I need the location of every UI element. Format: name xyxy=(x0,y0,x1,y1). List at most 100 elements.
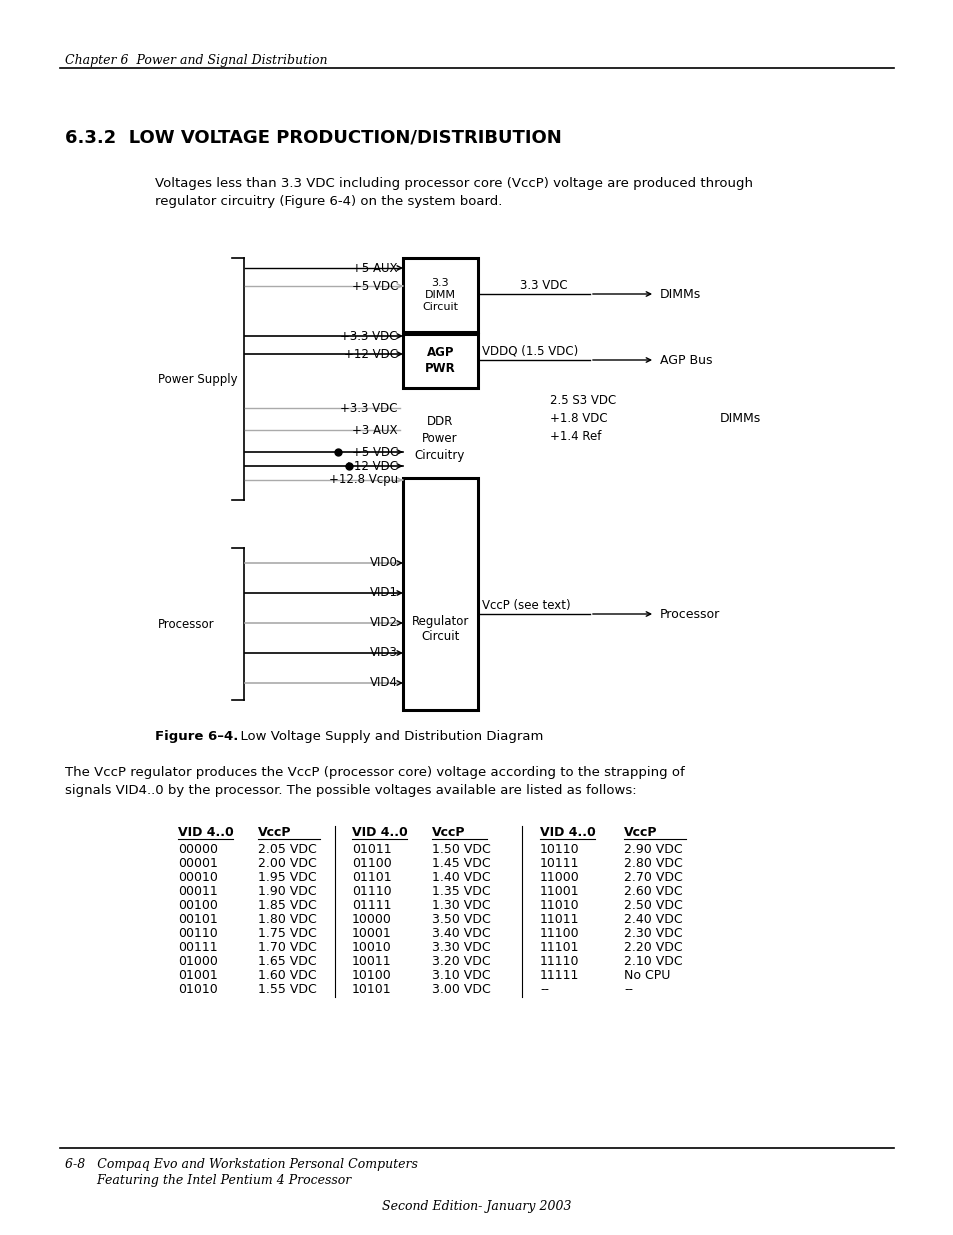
Text: 00110: 00110 xyxy=(178,927,217,940)
Text: VID3: VID3 xyxy=(370,646,397,659)
Text: 00000: 00000 xyxy=(178,844,218,856)
Text: VID 4..0: VID 4..0 xyxy=(539,826,595,839)
Text: +3 AUX: +3 AUX xyxy=(352,424,397,436)
Text: VID4: VID4 xyxy=(370,677,397,689)
Text: No CPU: No CPU xyxy=(623,969,670,982)
Text: DIMMs: DIMMs xyxy=(720,412,760,426)
Bar xyxy=(402,258,477,332)
Text: VID2: VID2 xyxy=(370,616,397,630)
Text: 1.55 VDC: 1.55 VDC xyxy=(257,983,316,995)
Text: 6.3.2  LOW VOLTAGE PRODUCTION/DISTRIBUTION: 6.3.2 LOW VOLTAGE PRODUCTION/DISTRIBUTIO… xyxy=(65,128,561,146)
Text: 1.85 VDC: 1.85 VDC xyxy=(257,899,316,911)
Text: 3.10 VDC: 3.10 VDC xyxy=(432,969,490,982)
Text: VDDQ (1.5 VDC): VDDQ (1.5 VDC) xyxy=(481,345,578,358)
Text: 2.60 VDC: 2.60 VDC xyxy=(623,885,682,898)
Bar xyxy=(402,478,477,710)
Text: Regulator
Circuit: Regulator Circuit xyxy=(412,615,469,643)
Text: 10011: 10011 xyxy=(352,955,392,968)
Text: 01001: 01001 xyxy=(178,969,217,982)
Text: 11010: 11010 xyxy=(539,899,579,911)
Text: 1.30 VDC: 1.30 VDC xyxy=(432,899,490,911)
Text: 1.95 VDC: 1.95 VDC xyxy=(257,871,316,884)
Text: --: -- xyxy=(623,983,633,995)
Text: 10100: 10100 xyxy=(352,969,392,982)
Text: +5 AUX: +5 AUX xyxy=(352,262,397,274)
Text: 10110: 10110 xyxy=(539,844,579,856)
Text: 01111: 01111 xyxy=(352,899,391,911)
Text: VID0: VID0 xyxy=(370,557,397,569)
Text: 2.10 VDC: 2.10 VDC xyxy=(623,955,682,968)
Text: 01101: 01101 xyxy=(352,871,392,884)
Text: 3.20 VDC: 3.20 VDC xyxy=(432,955,490,968)
Text: 11000: 11000 xyxy=(539,871,579,884)
Text: 00111: 00111 xyxy=(178,941,217,953)
Text: Power Supply: Power Supply xyxy=(158,373,237,385)
Text: 11001: 11001 xyxy=(539,885,579,898)
Text: 00001: 00001 xyxy=(178,857,217,869)
Text: DDR
Power
Circuitry: DDR Power Circuitry xyxy=(415,415,465,462)
Text: 01110: 01110 xyxy=(352,885,392,898)
Text: 1.65 VDC: 1.65 VDC xyxy=(257,955,316,968)
Text: 2.40 VDC: 2.40 VDC xyxy=(623,913,682,926)
Text: Chapter 6  Power and Signal Distribution: Chapter 6 Power and Signal Distribution xyxy=(65,54,327,67)
Text: VccP (see text): VccP (see text) xyxy=(481,599,570,613)
Text: 2.50 VDC: 2.50 VDC xyxy=(623,899,682,911)
Text: 1.45 VDC: 1.45 VDC xyxy=(432,857,490,869)
Text: 3.00 VDC: 3.00 VDC xyxy=(432,983,490,995)
Text: Processor: Processor xyxy=(158,618,214,631)
Text: 00100: 00100 xyxy=(178,899,217,911)
Text: +12.8 Vcpu: +12.8 Vcpu xyxy=(329,473,397,487)
Text: 10101: 10101 xyxy=(352,983,392,995)
Text: 11100: 11100 xyxy=(539,927,579,940)
Text: 1.75 VDC: 1.75 VDC xyxy=(257,927,316,940)
Text: AGP
PWR: AGP PWR xyxy=(425,347,456,375)
Text: +5 VDC: +5 VDC xyxy=(352,446,397,458)
Text: 3.50 VDC: 3.50 VDC xyxy=(432,913,490,926)
Text: 2.70 VDC: 2.70 VDC xyxy=(623,871,682,884)
Text: --: -- xyxy=(539,983,548,995)
Text: AGP Bus: AGP Bus xyxy=(659,353,712,367)
Text: 3.30 VDC: 3.30 VDC xyxy=(432,941,490,953)
Text: 10111: 10111 xyxy=(539,857,578,869)
Text: 01010: 01010 xyxy=(178,983,217,995)
Text: 3.3
DIMM
Circuit: 3.3 DIMM Circuit xyxy=(422,278,458,312)
Text: 1.80 VDC: 1.80 VDC xyxy=(257,913,316,926)
Text: 2.30 VDC: 2.30 VDC xyxy=(623,927,682,940)
Text: 11011: 11011 xyxy=(539,913,578,926)
Text: VID1: VID1 xyxy=(370,587,397,599)
Text: 2.90 VDC: 2.90 VDC xyxy=(623,844,682,856)
Text: 6-8   Compaq Evo and Workstation Personal Computers: 6-8 Compaq Evo and Workstation Personal … xyxy=(65,1158,417,1171)
Text: 01100: 01100 xyxy=(352,857,392,869)
Text: 10000: 10000 xyxy=(352,913,392,926)
Text: 2.5 S3 VDC: 2.5 S3 VDC xyxy=(550,394,616,406)
Text: 10001: 10001 xyxy=(352,927,392,940)
Text: 11101: 11101 xyxy=(539,941,578,953)
Text: VccP: VccP xyxy=(623,826,657,839)
Text: 00101: 00101 xyxy=(178,913,217,926)
Text: 2.20 VDC: 2.20 VDC xyxy=(623,941,682,953)
Text: 11111: 11111 xyxy=(539,969,578,982)
Text: 1.50 VDC: 1.50 VDC xyxy=(432,844,490,856)
Text: +1.8 VDC: +1.8 VDC xyxy=(550,412,607,426)
Text: VccP: VccP xyxy=(257,826,292,839)
Text: Processor: Processor xyxy=(659,608,720,620)
Text: 10010: 10010 xyxy=(352,941,392,953)
Text: Featuring the Intel Pentium 4 Processor: Featuring the Intel Pentium 4 Processor xyxy=(65,1174,351,1187)
Text: 1.70 VDC: 1.70 VDC xyxy=(257,941,316,953)
Text: Low Voltage Supply and Distribution Diagram: Low Voltage Supply and Distribution Diag… xyxy=(232,730,543,743)
Text: +1.4 Ref: +1.4 Ref xyxy=(550,431,600,443)
Text: DIMMs: DIMMs xyxy=(659,288,700,300)
Text: VccP: VccP xyxy=(432,826,465,839)
Text: Voltages less than 3.3 VDC including processor core (VccP) voltage are produced : Voltages less than 3.3 VDC including pro… xyxy=(154,177,752,207)
Text: 01000: 01000 xyxy=(178,955,217,968)
Text: +3.3 VDC: +3.3 VDC xyxy=(340,330,397,342)
Text: 3.3 VDC: 3.3 VDC xyxy=(519,279,567,291)
Bar xyxy=(402,333,477,388)
Text: 2.05 VDC: 2.05 VDC xyxy=(257,844,316,856)
Text: 00011: 00011 xyxy=(178,885,217,898)
Text: Second Edition- January 2003: Second Edition- January 2003 xyxy=(382,1200,571,1213)
Text: VID 4..0: VID 4..0 xyxy=(178,826,233,839)
Text: 1.60 VDC: 1.60 VDC xyxy=(257,969,316,982)
Text: Figure 6–4.: Figure 6–4. xyxy=(154,730,238,743)
Text: +12 VDC: +12 VDC xyxy=(344,459,397,473)
